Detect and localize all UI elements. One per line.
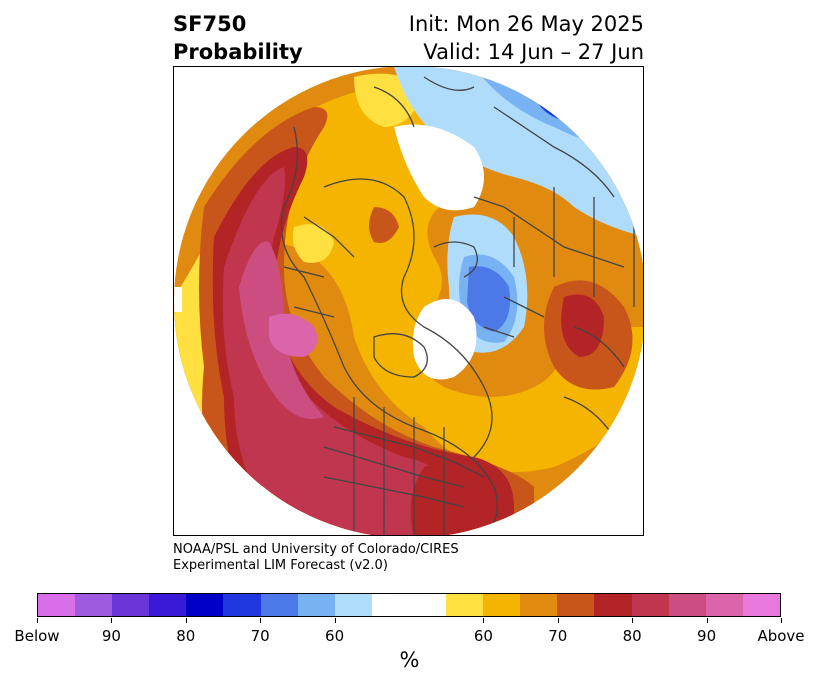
colorbar-segment [557, 594, 595, 616]
probability-contour-dark_orange [369, 207, 399, 243]
colorbar-tick [111, 618, 113, 623]
map-title: SF750 Probability [173, 10, 303, 66]
colorbar-segment [297, 594, 335, 616]
colorbar-segment [334, 594, 372, 616]
colorbar [37, 593, 781, 617]
colorbar-segment [631, 594, 669, 616]
title-line-1: SF750 [173, 12, 247, 36]
probability-contour-red [561, 294, 604, 357]
probability-contour-blue [467, 266, 510, 332]
title-line-2: Probability [173, 40, 303, 64]
valid-dates: Valid: 14 Jun – 27 Jun [423, 40, 644, 64]
colorbar-segment [742, 594, 780, 616]
credit-text: NOAA/PSL and University of Colorado/CIRE… [173, 542, 459, 574]
country-borders [280, 76, 635, 535]
colorbar-tick [37, 618, 38, 623]
colorbar-unit: % [399, 648, 420, 672]
colorbar-segment [260, 594, 298, 616]
border-line [373, 76, 615, 198]
credit-line-2: Experimental LIM Forecast (v2.0) [173, 558, 388, 573]
colorbar-segment [371, 594, 409, 616]
colorbar-segment [408, 594, 447, 616]
probability-contour-crimson [222, 167, 454, 535]
colorbar-tick-label: 70 [548, 627, 568, 645]
colorbar-tick-label: 70 [250, 627, 270, 645]
colorbar-segment [223, 594, 261, 616]
border-line [280, 126, 498, 535]
colorbar-segment [668, 594, 706, 616]
map-panel [173, 66, 644, 536]
colorbar-tick-label: Above [757, 627, 805, 645]
colorbar-tick [185, 618, 187, 623]
colorbar-tick [260, 618, 262, 623]
colorbar-tick-label: 90 [697, 627, 717, 645]
init-date: Init: Mon 26 May 2025 [408, 12, 644, 36]
border-line [433, 241, 478, 278]
date-info: Init: Mon 26 May 2025 Valid: 14 Jun – 27… [340, 10, 644, 66]
colorbar-tick [706, 618, 708, 623]
colorbar-tick-label: 60 [473, 627, 493, 645]
colorbar-segment [483, 594, 521, 616]
colorbar-segment [149, 594, 187, 616]
probability-field [174, 67, 643, 535]
colorbar-segment [446, 594, 484, 616]
colorbar-segment [520, 594, 558, 616]
colorbar-tick-label: 90 [101, 627, 121, 645]
border-line [353, 397, 445, 535]
probability-contour-pink [269, 313, 318, 357]
colorbar-ticks: Below 90 80 70 60 60 70 80 90 Above [14, 618, 805, 648]
colorbar-segment [594, 594, 632, 616]
colorbar-tick-label: 60 [325, 627, 345, 645]
colorbar-segment [186, 594, 224, 616]
colorbar-segment [75, 594, 113, 616]
border-line [283, 216, 355, 318]
colorbar-segment [705, 594, 743, 616]
border-line [483, 296, 545, 338]
colorbar-segment [112, 594, 150, 616]
border-line [323, 178, 493, 458]
border-line [473, 196, 625, 268]
probability-map [174, 67, 643, 535]
border-line [513, 187, 635, 307]
probability-contour-white [174, 287, 182, 312]
colorbar-tick [483, 618, 485, 623]
probability-contour-white [394, 124, 484, 211]
colorbar-tick [557, 618, 559, 623]
colorbar-tick-label: 80 [176, 627, 196, 645]
colorbar-tick-label: Below [14, 627, 60, 645]
colorbar-tick [781, 618, 782, 623]
probability-contour-light_yellow [292, 224, 334, 263]
credit-line-1: NOAA/PSL and University of Colorado/CIRE… [173, 542, 459, 557]
colorbar-tick [334, 618, 336, 623]
colorbar-tick [632, 618, 634, 623]
colorbar-tick-label: 80 [622, 627, 642, 645]
border-line [373, 333, 428, 378]
probability-contour-red [410, 459, 506, 535]
colorbar-segment [38, 594, 76, 616]
